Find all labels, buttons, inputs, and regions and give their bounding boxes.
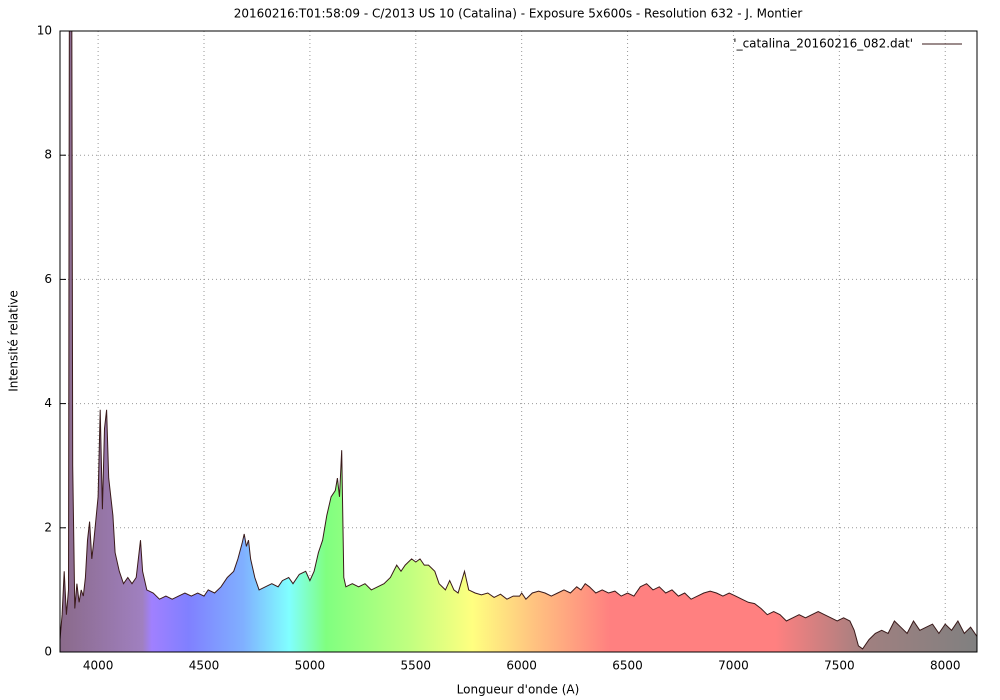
plot-frame [59,30,978,653]
x-tick-label: 4000 [83,659,114,673]
x-tick-label: 6000 [506,659,537,673]
x-tick-label: 7000 [718,659,749,673]
chart-title: 20160216:T01:58:09 - C/2013 US 10 (Catal… [234,7,803,21]
y-tick-label: 0 [44,645,52,659]
plot-area [60,31,977,652]
y-tick-label: 8 [44,148,52,162]
x-tick-label: 7500 [824,659,855,673]
y-tick-label: 10 [37,24,52,38]
y-axis-label: Intensité relative [7,290,21,392]
y-tick-label: 2 [44,520,52,534]
legend: '_catalina_20160216_082.dat' [733,37,962,51]
x-tick-label: 6500 [612,659,643,673]
grid: 4000 4500 5000 5500 6000 6500 7000 7500 8000 0 2 4 6… [37,24,977,673]
x-tick-label: 4500 [189,659,220,673]
area [60,31,977,652]
x-tick-label: 5500 [401,659,432,673]
y-tick-label: 6 [44,272,52,286]
x-axis-label: Longueur d'onde (A) [457,683,580,697]
x-tick-label: 5000 [295,659,326,673]
y-tick-label: 4 [44,396,52,410]
legend-label: '_catalina_20160216_082.dat' [733,37,913,51]
x-tick-label: 8000 [930,659,961,673]
line [60,31,977,650]
